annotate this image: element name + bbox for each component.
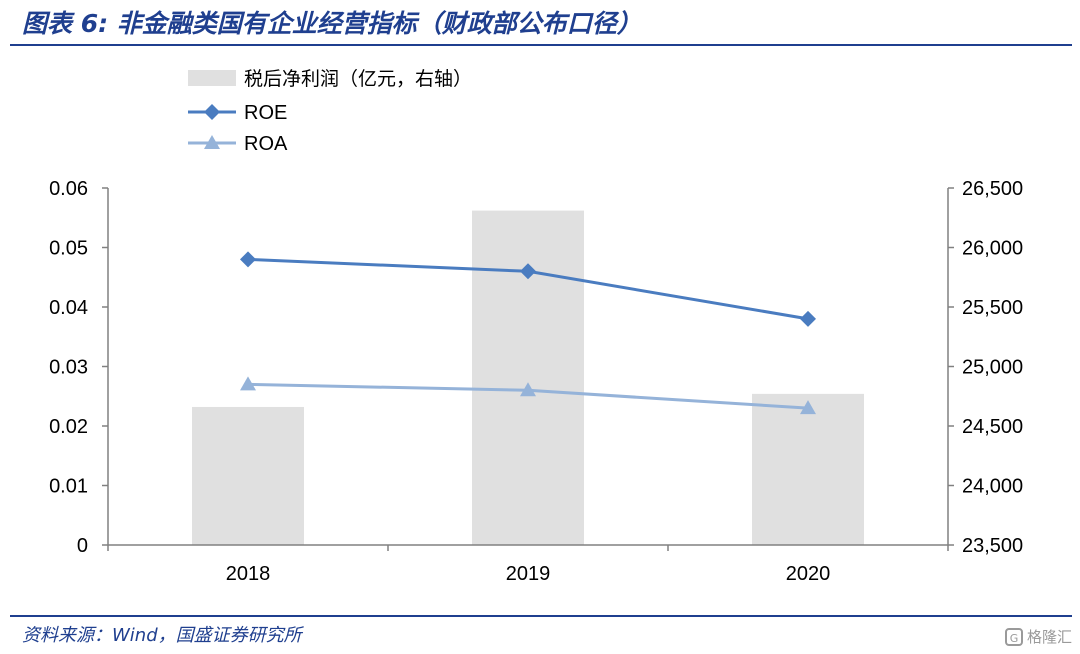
bar-2020	[752, 393, 864, 545]
left-tick-label: 0.01	[49, 476, 88, 498]
chart-title: 图表 6: 非金融类国有企业经营指标（财政部公布口径）	[22, 9, 642, 38]
right-tick-label: 26,500	[962, 178, 1023, 200]
roa-point-2019	[520, 382, 536, 397]
source-note: 资料来源：Wind，国盛证券研究所	[22, 625, 302, 646]
legend-marker-roe	[204, 104, 220, 120]
left-tick-label: 0.06	[49, 178, 88, 200]
line-series	[240, 251, 816, 415]
watermark-logo-icon: G	[1004, 627, 1023, 646]
roa-point-2020	[800, 400, 816, 415]
left-tick-label: 0.05	[49, 238, 88, 260]
x-tick-label-2018: 2018	[226, 563, 271, 585]
axes: 0 0.01 0.02 0.03 0.04 0.05 0.06 23,500 24,000 24,…	[49, 178, 1023, 585]
right-tick-label: 23,500	[962, 535, 1023, 557]
left-tick-label: 0	[77, 535, 88, 557]
roe-point-2020	[800, 310, 816, 327]
left-tick-label: 0.02	[49, 416, 88, 438]
right-tick-label: 25,500	[962, 297, 1023, 319]
right-tick-label: 24,500	[962, 416, 1023, 438]
roe-point-2019	[520, 263, 536, 280]
legend: 税后净利润（亿元，右轴） ROE ROA	[188, 68, 472, 155]
right-tick-label: 25,000	[962, 357, 1023, 379]
roe-point-2018	[240, 251, 256, 268]
source-divider	[10, 615, 1072, 617]
roa-point-2018	[240, 376, 256, 391]
x-tick-label-2019: 2019	[506, 563, 551, 585]
bar-2019	[472, 210, 584, 546]
legend-marker-roa	[204, 135, 220, 149]
legend-label-roa: ROA	[244, 133, 288, 155]
x-tick-label-2020: 2020	[786, 563, 831, 585]
left-tick-label: 0.04	[49, 297, 88, 319]
bar-2018	[192, 406, 304, 545]
right-tick-label: 24,000	[962, 476, 1023, 498]
watermark-text: 格隆汇	[1026, 628, 1072, 646]
left-tick-label: 0.03	[49, 357, 88, 379]
watermark: G 格隆汇	[1004, 626, 1072, 647]
title-divider	[10, 44, 1072, 46]
legend-label-roe: ROE	[244, 102, 287, 124]
legend-swatch-bar	[188, 70, 236, 86]
right-tick-label: 26,000	[962, 238, 1023, 260]
legend-label-bar: 税后净利润（亿元，右轴）	[244, 68, 472, 90]
bar-series	[192, 210, 864, 546]
